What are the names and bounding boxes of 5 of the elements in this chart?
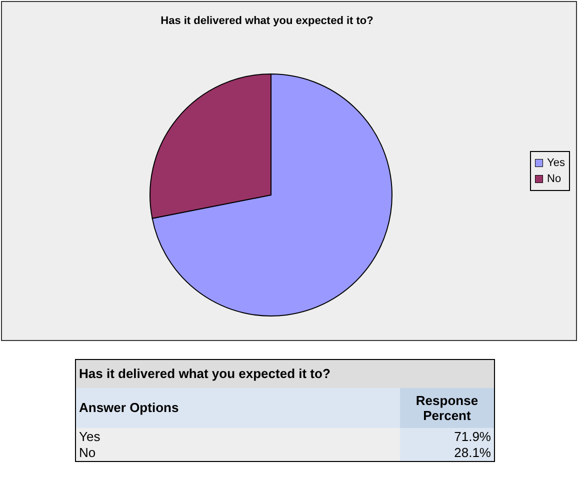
legend-label: Yes xyxy=(547,156,565,171)
pie-slice xyxy=(152,74,392,316)
chart-title: Has it delivered what you expected it to? xyxy=(160,15,374,27)
legend-label: No xyxy=(547,172,562,187)
response-table: Has it delivered what you expected it to? Answer Options Response Percent Yes 71.9% No 28.1% xyxy=(75,359,495,462)
